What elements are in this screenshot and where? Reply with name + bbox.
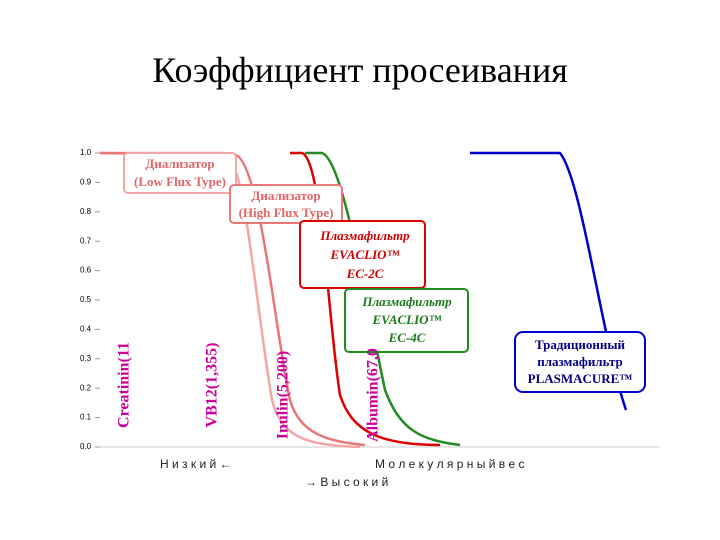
- y-tick-label: 0.2: [80, 383, 92, 392]
- y-tick-label: 0.5: [80, 295, 92, 304]
- y-tick-label: 1.0: [80, 148, 92, 157]
- y-tick-label: 0.4: [80, 325, 92, 334]
- box-text: Плазмафильтр: [319, 228, 410, 243]
- y-tick-label: 0.7: [80, 236, 92, 245]
- box-ec4c: Плазмафильтр EVACLIO™ EC-4C: [344, 288, 469, 353]
- curve-ec2c: [290, 151, 441, 447]
- y-tick-label: 0.1: [80, 413, 92, 422]
- box-text: EC-2C: [346, 266, 384, 281]
- box-text: Диализатор: [145, 156, 214, 171]
- box-text: EVACLIO™: [371, 312, 441, 327]
- title: Коэффициент просеивания: [152, 50, 568, 90]
- y-tick-label: 0.8: [80, 207, 92, 216]
- box-text: Плазмафильтр: [361, 294, 452, 309]
- marker-label: VB12(1,355): [204, 343, 221, 428]
- box-text: EC-4C: [388, 330, 426, 345]
- x-label-high: → В ы с о к и й: [305, 475, 388, 489]
- box-low-flux: Диализатор (Low Flux Type): [123, 152, 237, 194]
- y-axis: 0.0 0.1 0.2 0.3 0.4 0.5 0.6 0.7 0.8 0.9 1.0: [80, 148, 100, 451]
- box-text: Диализатор: [251, 188, 320, 203]
- y-tick-label: 0.6: [80, 266, 92, 275]
- y-tick-label: 0.3: [80, 354, 92, 363]
- y-tick-label: 0.0: [80, 442, 92, 451]
- box-high-flux: Диализатор (High Flux Type): [229, 184, 343, 224]
- y-tick-label: 0.9: [80, 178, 92, 187]
- curve-high-flux: [99, 151, 366, 447]
- box-text: (Low Flux Type): [134, 174, 226, 189]
- box-text: (High Flux Type): [239, 205, 334, 220]
- marker-label: Albumin(67,0: [365, 348, 382, 442]
- marker-label: Inulin(5,200): [275, 351, 292, 439]
- x-label-low: Н и з к и й ←: [160, 457, 232, 471]
- box-ec2c: Плазмафильтр EVACLIO™ EC-2C: [299, 220, 426, 289]
- x-label: М о л е к у л я р н ы й в е с: [375, 457, 524, 471]
- box-text: Традиционный: [535, 337, 626, 352]
- box-text: PLASMACURE™: [528, 371, 633, 386]
- box-plasmacure: Традиционный плазмафильтр PLASMACURE™: [514, 331, 646, 393]
- box-text: плазмафильтр: [537, 354, 623, 369]
- box-text: EVACLIO™: [329, 247, 399, 262]
- marker-label: Creatinin(11: [116, 342, 133, 428]
